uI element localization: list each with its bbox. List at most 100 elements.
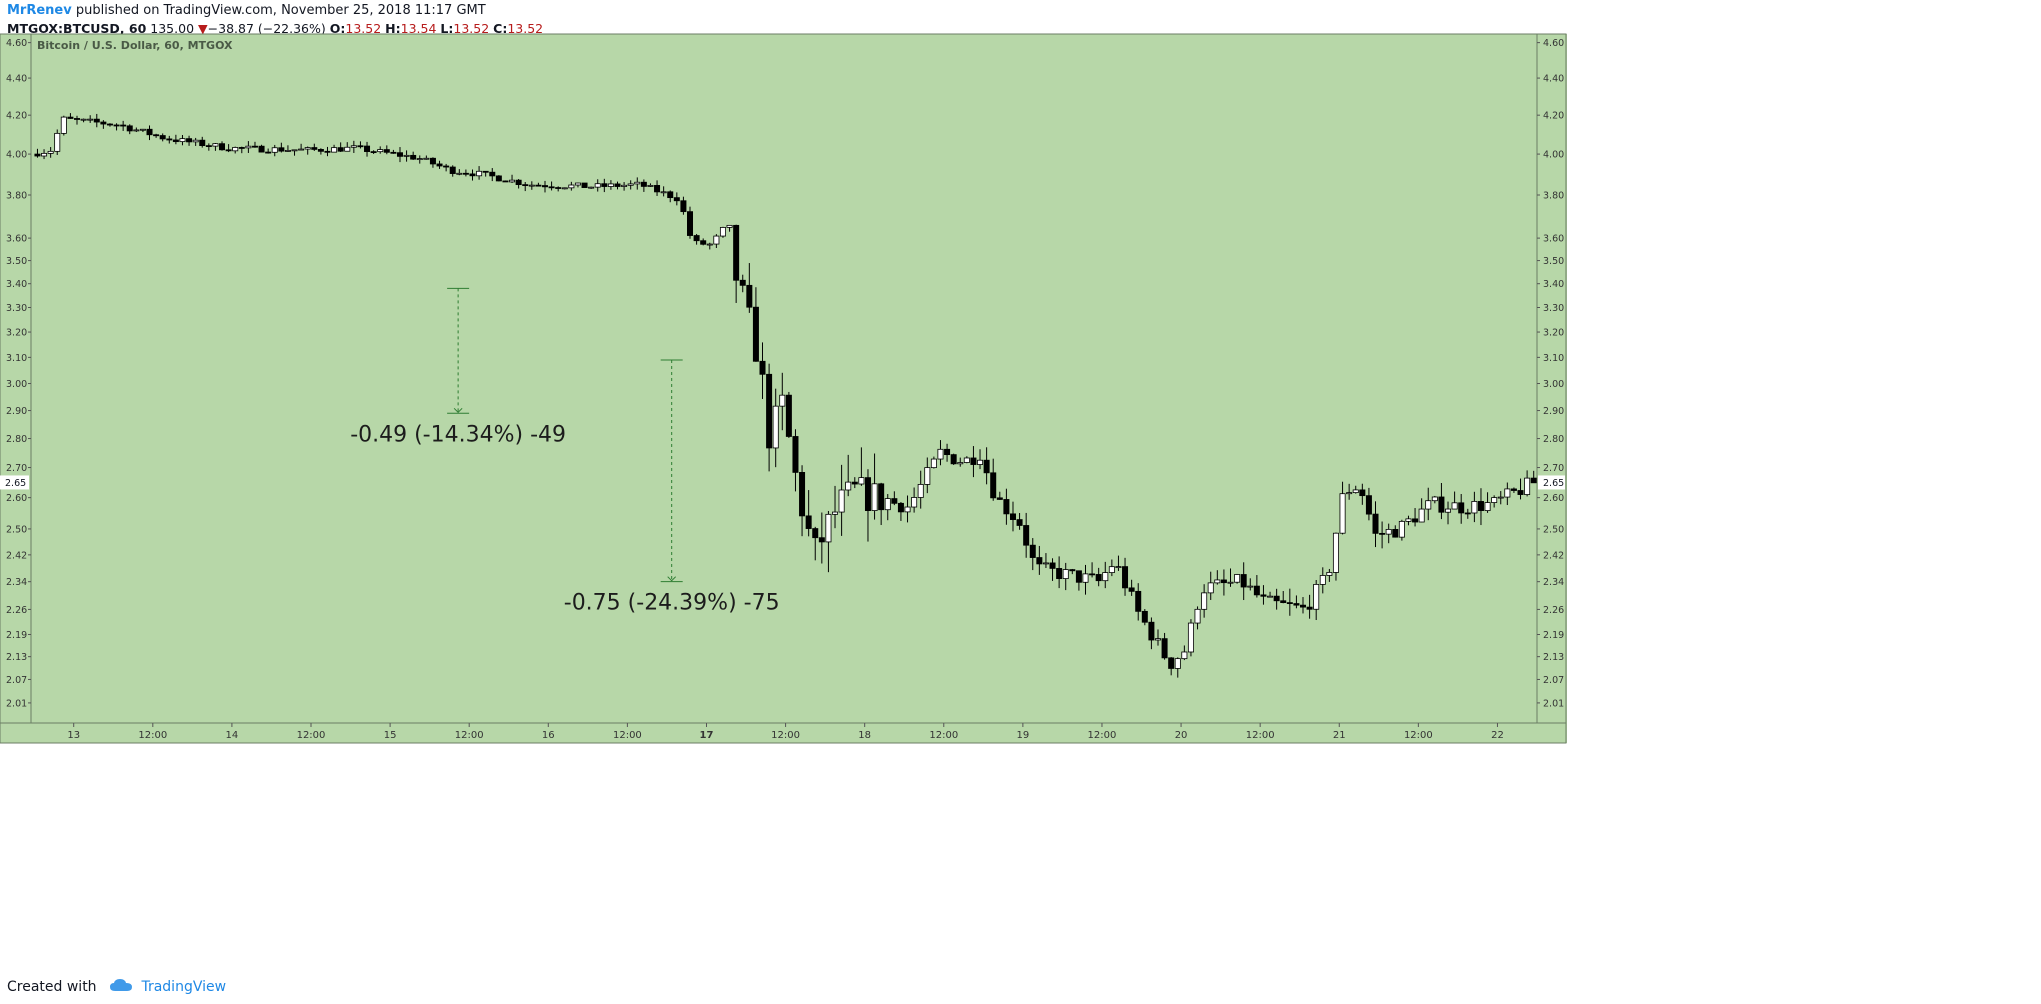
candle-body[interactable] xyxy=(370,151,377,153)
candle-body[interactable] xyxy=(990,472,997,499)
candle-body[interactable] xyxy=(891,498,898,504)
candle-body[interactable] xyxy=(1122,566,1129,589)
candle-body[interactable] xyxy=(818,537,825,543)
candle-body[interactable] xyxy=(113,124,120,127)
candle-body[interactable] xyxy=(74,118,81,120)
candle-body[interactable] xyxy=(251,145,258,148)
candle-body[interactable] xyxy=(245,145,252,149)
candle-body[interactable] xyxy=(462,172,469,175)
candle-body[interactable] xyxy=(1003,499,1010,515)
candle-body[interactable] xyxy=(957,462,964,465)
candle-body[interactable] xyxy=(1412,518,1419,523)
candle-body[interactable] xyxy=(640,181,647,187)
candle-body[interactable] xyxy=(1062,569,1069,579)
candle-body[interactable] xyxy=(752,306,759,362)
candle-body[interactable] xyxy=(278,147,285,152)
candle-body[interactable] xyxy=(924,467,931,485)
candle-body[interactable] xyxy=(1168,657,1175,669)
candle-body[interactable] xyxy=(1240,574,1247,588)
candle-body[interactable] xyxy=(489,171,496,177)
candle-body[interactable] xyxy=(607,183,614,187)
candle-body[interactable] xyxy=(1332,532,1339,573)
candle-body[interactable] xyxy=(482,170,489,173)
candle-body[interactable] xyxy=(1517,490,1524,495)
candle-body[interactable] xyxy=(528,184,535,187)
candle-body[interactable] xyxy=(258,145,265,153)
candle-body[interactable] xyxy=(1484,502,1491,511)
candle-body[interactable] xyxy=(983,459,990,474)
candle-body[interactable] xyxy=(548,186,555,189)
candle-body[interactable] xyxy=(1194,608,1201,624)
candle-body[interactable] xyxy=(317,149,324,152)
candle-body[interactable] xyxy=(396,152,403,157)
candle-body[interactable] xyxy=(80,118,87,121)
candle-body[interactable] xyxy=(429,157,436,165)
candle-body[interactable] xyxy=(588,186,595,189)
candle-body[interactable] xyxy=(871,483,878,511)
candle-body[interactable] xyxy=(937,448,944,460)
candle-body[interactable] xyxy=(977,459,984,465)
candle-body[interactable] xyxy=(680,200,687,213)
candle-body[interactable] xyxy=(1398,520,1405,538)
candle-body[interactable] xyxy=(693,235,700,242)
candle-body[interactable] xyxy=(1359,489,1366,497)
candle-body[interactable] xyxy=(1201,592,1208,610)
candle-body[interactable] xyxy=(1418,508,1425,523)
candle-body[interactable] xyxy=(996,497,1003,500)
candle-body[interactable] xyxy=(845,481,852,491)
candle-body[interactable] xyxy=(1089,573,1096,576)
candle-body[interactable] xyxy=(792,436,799,473)
candle-body[interactable] xyxy=(746,284,753,308)
candle-body[interactable] xyxy=(1141,610,1148,623)
candle-body[interactable] xyxy=(1372,513,1379,534)
candle-body[interactable] xyxy=(1471,501,1478,514)
candle-body[interactable] xyxy=(1425,500,1432,510)
candle-body[interactable] xyxy=(673,197,680,202)
candle-body[interactable] xyxy=(851,481,858,485)
candle-body[interactable] xyxy=(34,153,41,157)
candle-body[interactable] xyxy=(1029,544,1036,558)
candle-body[interactable] xyxy=(212,143,219,147)
candle-body[interactable] xyxy=(568,184,575,189)
candle-body[interactable] xyxy=(535,184,542,187)
candle-body[interactable] xyxy=(1082,573,1089,583)
candle-body[interactable] xyxy=(1187,622,1194,653)
candle-body[interactable] xyxy=(766,373,773,449)
candle-body[interactable] xyxy=(970,457,977,465)
candle-body[interactable] xyxy=(1379,532,1386,535)
candle-body[interactable] xyxy=(1451,502,1458,510)
candle-body[interactable] xyxy=(1530,477,1537,484)
candle-body[interactable] xyxy=(1023,525,1030,546)
candle-body[interactable] xyxy=(825,513,832,543)
candle-body[interactable] xyxy=(614,183,621,187)
candle-body[interactable] xyxy=(1056,568,1063,579)
candle-body[interactable] xyxy=(153,134,160,137)
candle-body[interactable] xyxy=(621,184,628,187)
candle-body[interactable] xyxy=(733,224,740,281)
candle-body[interactable] xyxy=(1477,501,1484,511)
candle-body[interactable] xyxy=(337,147,344,152)
candle-body[interactable] xyxy=(832,511,839,515)
candle-body[interactable] xyxy=(106,123,113,126)
candle-body[interactable] xyxy=(713,235,720,245)
candle-body[interactable] xyxy=(1135,590,1142,612)
candle-body[interactable] xyxy=(627,183,634,186)
candle-body[interactable] xyxy=(1346,492,1353,495)
candle-body[interactable] xyxy=(449,166,456,174)
candle-body[interactable] xyxy=(1128,587,1135,592)
candle-body[interactable] xyxy=(192,139,199,143)
candle-body[interactable] xyxy=(126,125,133,132)
candle-body[interactable] xyxy=(225,149,232,152)
candle-body[interactable] xyxy=(205,145,212,148)
candle-body[interactable] xyxy=(291,149,298,152)
candle-body[interactable] xyxy=(963,457,970,463)
candle-body[interactable] xyxy=(1504,488,1511,498)
candle-body[interactable] xyxy=(950,454,957,465)
candle-body[interactable] xyxy=(1260,594,1267,597)
candle-body[interactable] xyxy=(238,147,245,149)
candle-body[interactable] xyxy=(298,148,305,151)
candle-body[interactable] xyxy=(634,181,641,185)
candle-body[interactable] xyxy=(719,227,726,237)
candle-body[interactable] xyxy=(502,180,509,183)
